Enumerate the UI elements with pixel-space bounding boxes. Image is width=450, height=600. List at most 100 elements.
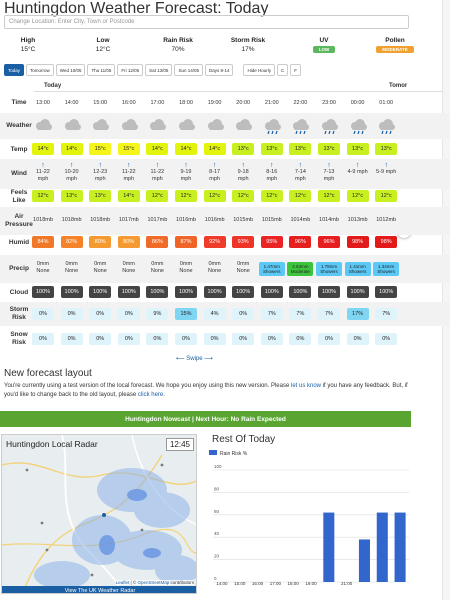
summary-label: UV [319,37,329,44]
wind-arrow-icon: ↑ [384,162,388,169]
summary-rain-risk: Rain Risk 70% [154,37,202,53]
wind-speed: 11-22 mph [36,169,50,182]
summary-storm-risk: Storm Risk 17% [224,37,272,53]
tab-sun[interactable]: Sun 14/05 [174,64,203,76]
pressure-cell: 1014mb [319,217,339,223]
precip-type: None [36,268,50,274]
cloud-chip: 100% [289,286,312,298]
precip-type: Showers [377,269,395,274]
storm-risk-chip: 7% [375,308,398,320]
old-layout-link[interactable]: click here [137,392,164,398]
feels-chip: 12°c [232,190,255,202]
row-label-temp: Temp [10,146,28,153]
rain-risk-bar [394,512,406,582]
storm-risk-chip: 4% [203,308,226,320]
precip-amount: 0mm [65,261,78,267]
wind-arrow-icon: ↑ [241,162,245,169]
summary-value: 70% [171,46,185,53]
hour-time: 19:00 [207,100,222,106]
divider [34,91,450,92]
row-label-pressure: Air Pressure [5,213,33,228]
osm-link[interactable]: OpenStreetMap [137,580,170,585]
cloud-icon [176,118,196,137]
snow-risk-chip: 0% [232,333,255,345]
location-search-input[interactable]: Change Location: Enter City, Town or Pos… [4,15,409,29]
precip-type: Showers [263,269,281,274]
row-label-storm: Storm Risk [9,306,29,321]
rest-of-today-title: Rest Of Today [212,434,276,445]
legend-swatch [209,450,217,455]
storm-risk-chip: 17% [346,308,369,320]
tab-sat[interactable]: Sat 13/05 [145,64,173,76]
wind-cell: ↑ 7-13 mph [318,162,340,183]
wind-cell: ↑ 11-22 mph [32,162,54,183]
rain-cloud-icon [319,118,339,137]
precip-type: None [93,268,107,274]
rain-risk-bar [323,512,335,582]
uk-radar-link[interactable]: View The UK Weather Radar [2,586,196,593]
storm-risk-chip: 0% [60,308,83,320]
wind-cell: ↑ 4-9 mph [347,162,369,176]
row-label-feels: Feels Like [10,189,28,204]
rain-cloud-icon [376,118,396,137]
tab-thu[interactable]: Thu 11/05 [87,64,116,76]
hide-hourly-toggle[interactable]: Hide Hourly [243,64,275,76]
snow-risk-chip: 0% [32,333,54,345]
wind-speed: 12-23 mph [93,169,108,182]
swipe-hint: ⟵ Swipe ⟶ [176,356,213,362]
radar-title: Huntingdon Local Radar [6,439,98,449]
unit-celsius-button[interactable]: C [277,64,289,76]
summary-label: Rain Risk [163,37,193,44]
vertical-scrollbar[interactable] [442,0,450,600]
hour-time: 16:00 [121,100,136,106]
precip-amount: 0mm [179,261,193,267]
humid-chip: 86% [146,236,169,248]
leaflet-link[interactable]: Leaflet [115,580,130,585]
snow-risk-chip: 0% [346,333,369,345]
precip-amount: 0mm [208,261,221,267]
tab-today[interactable]: Today [4,64,25,76]
tab-wed[interactable]: Wed 10/05 [55,64,86,76]
tab-days-8-14[interactable]: Days 8-14 [204,64,234,76]
temp-chip: 14°c [146,143,169,155]
feels-chip: 12°c [146,190,169,202]
radar-map-image[interactable] [2,435,197,594]
cloud-chip: 100% [175,286,197,298]
cloud-chip: 100% [318,286,340,298]
radar-map[interactable]: Huntingdon Local Radar 12:45 Leaflet | ©… [1,434,197,594]
humid-chip: 93% [232,236,255,248]
new-layout-text-c: . [163,392,165,398]
storm-risk-chip: 7% [318,308,340,320]
hour-time: 13:00 [36,100,50,106]
humid-chip: 80% [89,236,112,248]
snow-risk-chip: 0% [260,333,283,345]
feedback-link[interactable]: let us know [290,383,321,389]
snow-risk-chip: 0% [146,333,169,345]
feels-chip: 12°c [203,190,226,202]
storm-risk-chip: 0% [89,308,112,320]
feels-chip: 14°c [117,190,140,202]
wind-speed: 4-9 mph [347,169,368,175]
tab-fri[interactable]: Fri 12/05 [117,64,144,76]
hour-time: 14:00 [64,100,79,106]
snow-risk-chip: 0% [289,333,312,345]
x-tick-label: 16:00 [252,581,264,586]
snow-risk-chip: 0% [117,333,140,345]
unit-fahrenheit-button[interactable]: F [290,64,301,76]
nowcast-banner[interactable]: Huntingdon Nowcast | Next Hour: No Rain … [0,411,411,427]
x-tick-label: 23:00 [377,581,389,586]
storm-risk-chip: 0% [32,308,54,320]
cloud-icon [119,118,139,137]
tab-tomorrow[interactable]: Tomorrow [26,64,54,76]
attribution-suffix: contributors [169,580,194,585]
precip-cell: 0mm None [146,261,168,275]
wind-arrow-icon: ↑ [41,162,45,169]
cloud-icon [205,118,225,137]
precip-amount: 0mm [36,261,50,267]
pressure-cell: 1018mb [33,217,53,223]
summary-value: 17% [241,46,255,53]
row-label-wind: Wind [11,170,27,177]
pressure-cell: 1016mb [204,217,225,223]
wind-cell: ↑ 11-22 mph [146,162,168,183]
